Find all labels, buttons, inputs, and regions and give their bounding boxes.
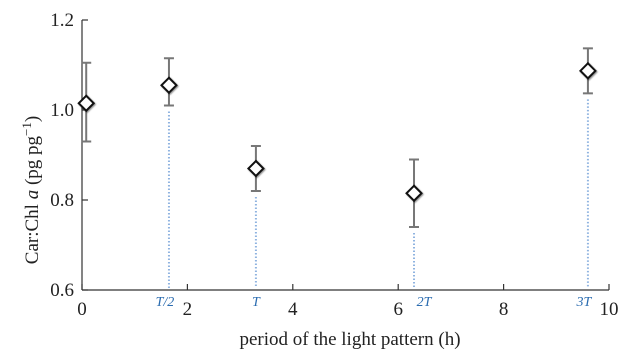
x-tick-label: 2 (183, 299, 193, 320)
period-marker-label: T (252, 295, 261, 310)
y-axis-label-sup: −1 (19, 122, 34, 136)
y-tick-label: 1.0 (50, 100, 74, 121)
y-axis-label-prefix: Car:Chl (22, 199, 43, 264)
y-axis-label-suffix: (pg pg (22, 135, 43, 189)
period-marker-labels: T/2 T 2T 3T (156, 295, 593, 310)
period-marker-label: T/2 (156, 295, 175, 310)
y-tick-label: 0.6 (50, 280, 74, 301)
y-axis-label-close: ) (22, 116, 43, 122)
data-point (246, 159, 265, 178)
data-point (160, 76, 178, 95)
data-point (405, 184, 423, 203)
y-tick-label: 0.8 (50, 190, 74, 211)
y-axis-label-italic: a (22, 190, 43, 200)
data-points (77, 61, 597, 203)
tick-labels: 0.6 0.8 1.0 1.2 0 2 4 6 8 10 (50, 10, 618, 320)
x-tick-label: 8 (499, 299, 509, 320)
data-point (579, 61, 597, 80)
y-axis-label: Car:Chl a (pg pg−1) (19, 116, 43, 264)
y-tick-label: 1.2 (50, 10, 74, 31)
period-marker-label: 2T (417, 295, 433, 310)
x-tick-label: 4 (288, 299, 298, 320)
period-marker-label: 3T (576, 295, 593, 310)
error-bars (81, 47, 593, 228)
x-tick-label: 6 (393, 299, 403, 320)
axes (81, 19, 610, 291)
period-marker-lines (167, 99, 589, 288)
x-tick-label: 10 (600, 299, 619, 320)
data-point (77, 94, 96, 113)
x-axis-label: period of the light pattern (h) (239, 329, 460, 350)
x-tick-label: 0 (77, 299, 87, 320)
